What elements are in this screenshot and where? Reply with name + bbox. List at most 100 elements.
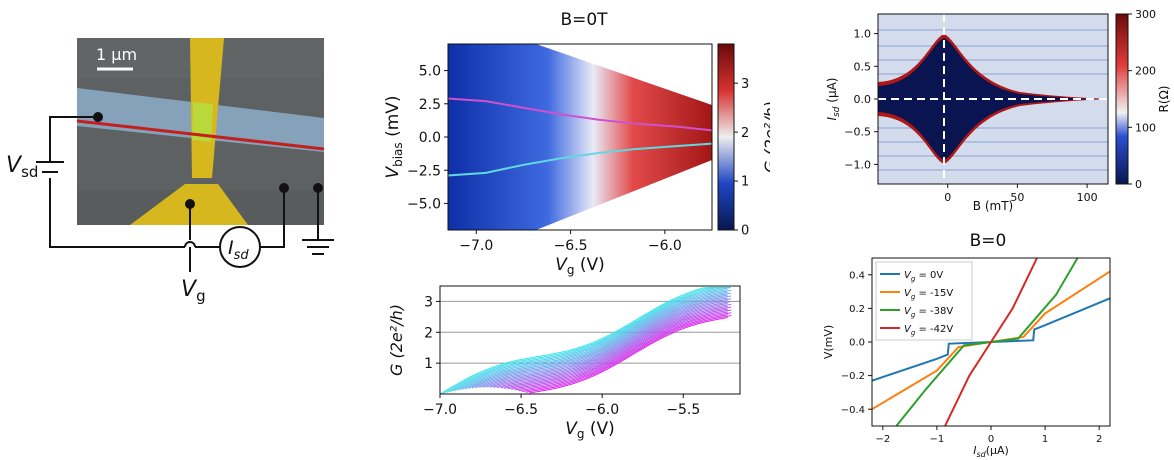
y-axis-label: V(mV) (822, 325, 835, 359)
colorbar-tick-label: 1 (741, 175, 749, 190)
y-tick-label: 0.0 (419, 130, 441, 146)
colorbar-tick-label: 100 (1135, 121, 1156, 134)
conductance-trace (507, 308, 728, 390)
channel-segment (192, 102, 213, 142)
colorbar (1115, 13, 1129, 185)
isd-label: Isd (228, 237, 249, 263)
x-tick-label: 1 (1042, 434, 1048, 445)
y-ticks: −1.0 −0.5 0.0 0.5 1.0 (844, 28, 878, 171)
x-tick-label: −6.0 (648, 238, 682, 254)
conductance-trace (493, 303, 728, 388)
conductance-trace (511, 309, 732, 390)
conductance-trace (464, 291, 728, 390)
conductance-trace (514, 311, 728, 391)
legend: Vg = 0V Vg = -15V Vg = -38V Vg = -42V (875, 261, 973, 341)
x-axis-label: B (mT) (973, 199, 1013, 213)
x-tick-label: −7.0 (459, 238, 493, 254)
bias-trace (447, 97, 713, 132)
conductance-trace (521, 314, 728, 392)
y-ticks: 1 2 3 (424, 294, 440, 372)
conductance-region (448, 44, 712, 230)
colorbar-ticks: 0 1 2 3 (734, 77, 749, 239)
x-axis-label: Isd(μA) (973, 444, 1009, 459)
conductance-trace (489, 301, 732, 388)
y-tick-label: 0.4 (849, 270, 865, 281)
y-axis-label: G (2e²/h) (387, 304, 406, 376)
contact-dot-ground (313, 183, 323, 193)
conductance-trace (479, 297, 728, 388)
y-tick-label: −5.0 (407, 196, 441, 212)
legend-label: Vg = -15V (904, 288, 953, 301)
y-tick-label: 1 (424, 356, 433, 372)
x-tick-label: −7.0 (423, 402, 457, 418)
y-tick-label: 0.0 (849, 338, 865, 349)
x-tick-label: 100 (1077, 191, 1098, 204)
conductance-trace (461, 289, 732, 390)
x-tick-label: −6.5 (554, 238, 588, 254)
y-axis-label: Isd (μA) (825, 78, 842, 121)
colorbar (717, 43, 735, 231)
chart-title: B=0T (560, 10, 608, 30)
conductance-trace (439, 287, 724, 395)
conductance-trace (457, 289, 728, 391)
resistance-map: 0 50 100 −1.0 −0.5 0.0 0.5 1.0 B (mT) Isd (μA)… (825, 8, 1171, 213)
y-ticks: −5.0 −2.5 0.0 2.5 5.0 (407, 64, 448, 212)
conductance-trace (471, 294, 728, 389)
x-tick-label: 2 (1096, 434, 1102, 445)
colorbar-label: G (2e²/h) (761, 101, 770, 173)
y-tick-label: 2 (424, 325, 433, 341)
colorbar-tick-label: 0 (741, 224, 749, 239)
contact-dot-source (93, 112, 103, 122)
x-ticks: 0 50 100 (944, 184, 1098, 204)
colorbar-tick-label: 300 (1135, 8, 1156, 21)
y-tick-label: −0.5 (844, 126, 871, 139)
conductance-trace (454, 287, 732, 392)
colorbar-tick-label: 0 (1135, 178, 1142, 191)
conductance-trace (496, 303, 732, 389)
colorbar-label: R(Ω) (1157, 86, 1171, 113)
conductance-trace (525, 315, 732, 393)
device-schematic: 1 μm Isd Vsd Vg (6, 38, 334, 305)
plot-border (439, 285, 741, 395)
conductance-trace (446, 287, 731, 393)
x-tick-label: 0 (944, 191, 951, 204)
y-tick-label: −0.2 (841, 371, 865, 382)
bias-traces (447, 97, 713, 177)
conductance-trace (450, 287, 728, 393)
noise-bands (878, 29, 1108, 171)
y-tick-label: 3 (424, 294, 433, 310)
trace-family (439, 287, 732, 395)
conductance-trace (518, 312, 732, 392)
conductance-trace (468, 292, 732, 389)
current-meter (219, 226, 261, 268)
contact-dot-gate (185, 199, 195, 209)
y-tick-label: −0.4 (841, 405, 865, 416)
conductance-trace (475, 295, 732, 389)
circuit (36, 116, 334, 272)
iv-curves: B=0 −2 −1 0 1 2 −0.4−0.20.00.20.4 Vg = 0VVg … (822, 231, 1111, 459)
conductance-traces: −7.0 −6.5 −6.0 −5.5 1 2 3 Vg (V) G (2e²/h) (387, 285, 741, 441)
x-tick-label: −6.5 (504, 402, 538, 418)
y-tick-label: 1.0 (854, 28, 872, 41)
legend-label: Vg = -38V (904, 306, 953, 319)
x-axis-label: Vg (V) (565, 419, 615, 441)
x-tick-label: −2 (875, 434, 890, 445)
contact-dot-drain (279, 183, 289, 193)
bias-conductance-map: B=0T −7.0 −6.5 −6.0 −5.0 −2.5 0.0 2.5 5.0 Vg (… (383, 10, 770, 277)
x-tick-label: −1 (930, 434, 945, 445)
x-tick-label: 0 (988, 434, 994, 445)
iv-series (871, 257, 1111, 427)
conductance-trace (482, 298, 732, 388)
vsd-label: Vsd (6, 153, 38, 181)
x-tick-label: −6.0 (585, 402, 619, 418)
y-tick-label: 0.5 (854, 60, 872, 73)
x-tick-label: −5.5 (666, 402, 700, 418)
conductance-trace (500, 305, 728, 389)
conductance-trace (486, 300, 728, 388)
x-ticks: −7.0 −6.5 −6.0 −5.5 (423, 394, 700, 418)
colorbar-ticks: 0 100 200 300 (1128, 8, 1156, 191)
x-axis-label: Vg (V) (555, 255, 605, 277)
colorbar-tick-label: 200 (1135, 65, 1156, 78)
conductance-trace (529, 317, 728, 394)
iv-series-line (944, 257, 1038, 427)
